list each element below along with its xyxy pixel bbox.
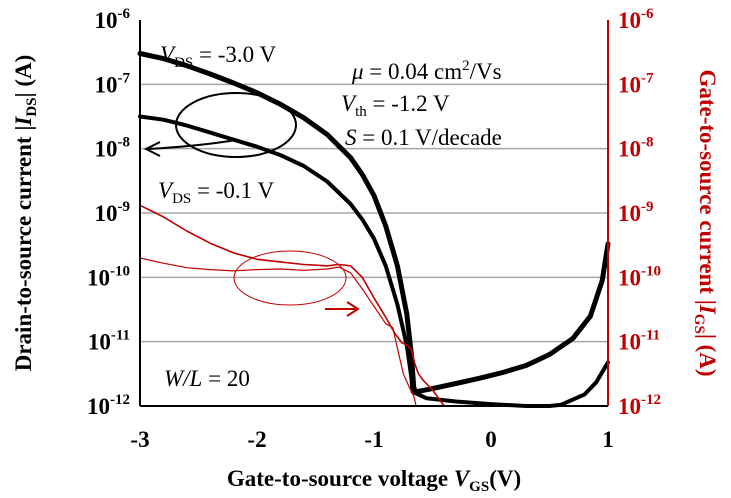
- width-length-label: W/L = 20: [164, 366, 250, 391]
- left-y-tick-label: 10-11: [88, 328, 130, 355]
- tick-labels: 10-6 10-610-7 10-710-8 10-810-9 10-910-10 10-…: [87, 6, 661, 452]
- right-y-tick-label: 10-10: [618, 263, 661, 290]
- right-y-tick-label: 10-12: [618, 392, 661, 419]
- igs-arrowhead: [346, 301, 360, 317]
- vds-low-label: VDS = -0.1 V: [158, 178, 274, 207]
- right-y-axis-title: Gate-to-source current |IGS| (A): [691, 69, 720, 376]
- x-axis-title: Gate-to-source voltage VGS(V): [227, 466, 521, 495]
- igs-series-line-3: [139, 257, 417, 407]
- right-y-tick-label: 10-7: [618, 70, 654, 97]
- left-y-tick-label: 10-6: [95, 6, 131, 33]
- x-tick-label: -1: [364, 427, 383, 452]
- left-y-tick-label: 10-10: [87, 263, 130, 290]
- threshold-voltage-label: Vth = -1.2 V: [341, 91, 450, 120]
- ids-series-line-0: [137, 51, 611, 395]
- right-y-tick-label: 10-9: [618, 199, 654, 226]
- right-y-tick-label: 10-6: [618, 6, 654, 33]
- x-tick-label: 0: [485, 427, 497, 452]
- x-tick-label: -3: [130, 427, 149, 452]
- x-tick-label: 1: [602, 427, 614, 452]
- igs-ellipse: [233, 250, 347, 306]
- vds-high-arrowhead: [143, 141, 161, 157]
- subthreshold-swing-label: S = 0.1 V/decade: [345, 125, 502, 150]
- left-y-tick-label: 10-9: [95, 199, 131, 226]
- left-y-tick-label: 10-12: [87, 392, 130, 419]
- mobility-label: μ = 0.04 cm2/Vs: [351, 58, 502, 84]
- left-y-axis-title: Drain-to-source current |IDS| (A): [11, 55, 40, 372]
- right-y-tick-label: 10-8: [618, 135, 654, 162]
- grid-lines: [140, 83, 608, 343]
- vds-high-arrow: [147, 139, 237, 150]
- vds-high-ellipse: [175, 92, 297, 158]
- igs-series-line-2: [139, 204, 445, 407]
- x-tick-label: -2: [247, 427, 266, 452]
- left-y-tick-label: 10-8: [95, 135, 131, 162]
- vds-high-label: VDS = -3.0 V: [160, 42, 276, 71]
- right-y-tick-label: 10-11: [618, 328, 660, 355]
- left-y-tick-label: 10-7: [95, 70, 131, 97]
